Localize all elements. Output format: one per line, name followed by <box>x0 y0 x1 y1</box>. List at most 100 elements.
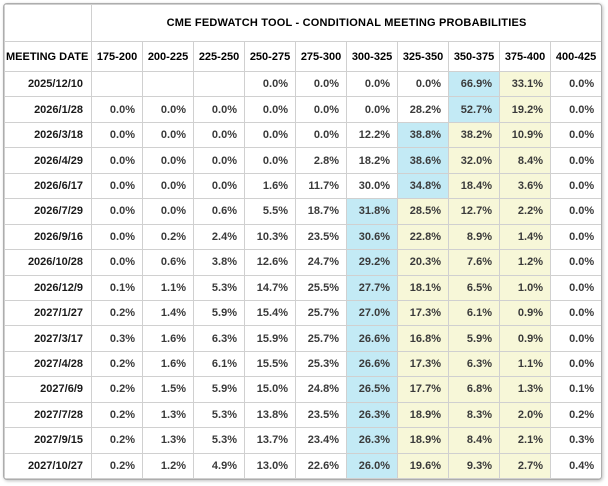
probability-cell: 66.9% <box>448 70 500 98</box>
probability-cell: 0.3% <box>549 427 601 454</box>
probability-cell: 5.3% <box>193 427 245 454</box>
probability-cell: 23.4% <box>295 427 347 454</box>
probability-cell: 5.3% <box>193 274 245 301</box>
probability-cell: 0.2% <box>549 401 601 429</box>
table-row: 2027/10/27 0.2% 1.2% 4.9% 13.0% 22.6% 26.0% 19.… <box>4 452 601 479</box>
meeting-date-cell: 2026/9/16 <box>4 223 92 251</box>
probability-cell: 0.2% <box>91 376 143 403</box>
rate-range-header: 325-350 <box>397 41 449 72</box>
probability-cell: 1.3% <box>142 427 194 454</box>
table-title: CME FEDWATCH TOOL - CONDITIONAL MEETING … <box>90 4 601 42</box>
table-row: 2027/7/28 0.2% 1.3% 5.3% 13.8% 23.5% 26.3% 18.9… <box>4 401 601 429</box>
probability-cell: 1.4% <box>499 223 551 251</box>
probability-cell: 5.3% <box>193 401 245 429</box>
probability-cell: 0.0% <box>549 198 601 225</box>
probability-cell: 13.8% <box>244 401 296 429</box>
probability-cell: 52.7% <box>448 96 500 123</box>
conditional-probabilities-table: CME FEDWATCH TOOL - CONDITIONAL MEETING … <box>4 4 601 479</box>
probability-cell: 23.5% <box>295 223 347 251</box>
rate-range-header: 250-275 <box>244 41 296 72</box>
meeting-date-cell: 2027/9/15 <box>4 427 92 454</box>
probability-cell: 0.0% <box>397 70 449 98</box>
probability-cell: 6.1% <box>448 299 500 327</box>
probability-cell: 0.0% <box>91 249 143 276</box>
probability-cell: 28.5% <box>397 198 449 225</box>
table-row: 2026/9/16 0.0% 0.2% 2.4% 10.3% 23.5% 30.6% 22.8… <box>4 223 601 251</box>
probability-cell: 18.7% <box>295 198 347 225</box>
probability-cell: 0.2% <box>91 401 143 429</box>
probability-cell <box>91 70 143 98</box>
probability-cell: 34.8% <box>397 172 449 200</box>
probability-cell: 0.0% <box>244 147 296 174</box>
probability-cell: 0.0% <box>244 96 296 123</box>
probability-cell: 0.0% <box>549 147 601 174</box>
table-row: 2027/3/17 0.3% 1.6% 6.3% 15.9% 25.7% 26.6% 16.8… <box>4 325 601 352</box>
probability-cell: 20.3% <box>397 249 449 276</box>
table-row: 2027/6/9 0.2% 1.5% 5.9% 15.0% 24.8% 26.5% 17.7%… <box>4 376 601 403</box>
probability-cell: 7.6% <box>448 249 500 276</box>
probability-cell: 18.1% <box>397 274 449 301</box>
probability-cell: 25.7% <box>295 299 347 327</box>
probability-cell: 11.7% <box>295 172 347 200</box>
probability-cell: 0.2% <box>91 427 143 454</box>
table-row: 2026/3/18 0.0% 0.0% 0.0% 0.0% 0.0% 12.2% 38.8% 3… <box>4 121 601 149</box>
probability-cell: 2.0% <box>499 401 551 429</box>
probability-cell: 0.0% <box>142 121 194 149</box>
meeting-date-cell: 2027/1/27 <box>4 299 92 327</box>
probability-cell: 0.0% <box>549 121 601 149</box>
probability-cell: 0.0% <box>91 223 143 251</box>
probability-cell: 8.3% <box>448 401 500 429</box>
probability-cell: 0.0% <box>346 96 398 123</box>
probability-cell: 2.8% <box>295 147 347 174</box>
probability-cell: 5.9% <box>193 299 245 327</box>
probability-cell: 6.3% <box>193 325 245 352</box>
meeting-date-cell: 2027/10/27 <box>4 452 92 479</box>
probability-cell: 26.5% <box>346 376 398 403</box>
probability-cell: 0.9% <box>499 299 551 327</box>
meeting-date-cell: 2026/1/28 <box>4 96 92 123</box>
table-row: 2026/6/17 0.0% 0.0% 0.0% 1.6% 11.7% 30.0% 34.8%… <box>4 172 601 200</box>
meeting-date-cell: 2026/4/29 <box>4 147 92 174</box>
probability-cell: 8.9% <box>448 223 500 251</box>
probability-cell: 0.0% <box>549 274 601 301</box>
probability-cell: 0.0% <box>244 70 296 98</box>
probability-cell: 0.0% <box>295 70 347 98</box>
meeting-date-cell: 2026/3/18 <box>4 121 92 149</box>
probability-cell: 0.0% <box>91 96 143 123</box>
probability-cell: 27.7% <box>346 274 398 301</box>
probability-cell: 15.9% <box>244 325 296 352</box>
table-row: 2026/1/28 0.0% 0.0% 0.0% 0.0% 0.0% 0.0% 28.2% 52… <box>4 96 601 123</box>
probability-cell: 18.9% <box>397 401 449 429</box>
probability-cell: 10.9% <box>499 121 551 149</box>
probability-cell: 0.0% <box>295 96 347 123</box>
probability-cell: 0.0% <box>244 121 296 149</box>
probability-cell: 2.1% <box>499 427 551 454</box>
probability-cell: 17.7% <box>397 376 449 403</box>
probability-cell: 32.0% <box>448 147 500 174</box>
rate-range-header: 300-325 <box>346 41 398 72</box>
probability-cell: 0.0% <box>91 172 143 200</box>
probability-cell: 1.3% <box>142 401 194 429</box>
probability-cell: 0.2% <box>142 223 194 251</box>
probability-cell: 22.6% <box>295 452 347 479</box>
probability-cell: 4.9% <box>193 452 245 479</box>
probability-cell: 26.3% <box>346 427 398 454</box>
table-row: 2027/9/15 0.2% 1.3% 5.3% 13.7% 23.4% 26.3% 18.9… <box>4 427 601 454</box>
probability-cell: 38.8% <box>397 121 449 149</box>
table-row: 2027/4/28 0.2% 1.6% 6.1% 15.5% 25.3% 26.6% 17.3… <box>4 350 601 378</box>
probability-cell: 24.7% <box>295 249 347 276</box>
probability-cell: 31.8% <box>346 198 398 225</box>
probability-cell: 28.2% <box>397 96 449 123</box>
fedwatch-probability-table: CME FEDWATCH TOOL - CONDITIONAL MEETING … <box>3 3 602 480</box>
table-row: 2026/7/29 0.0% 0.0% 0.6% 5.5% 18.7% 31.8% 28.5%… <box>4 198 601 225</box>
probability-cell: 0.2% <box>91 350 143 378</box>
title-row: CME FEDWATCH TOOL - CONDITIONAL MEETING … <box>4 4 601 42</box>
rate-range-header: 375-400 <box>499 41 551 72</box>
probability-cell: 17.3% <box>397 299 449 327</box>
probability-cell: 0.9% <box>499 325 551 352</box>
probability-cell: 0.4% <box>549 452 601 479</box>
probability-cell: 12.7% <box>448 198 500 225</box>
probability-cell: 12.2% <box>346 121 398 149</box>
probability-cell: 0.0% <box>549 70 601 98</box>
meeting-date-cell: 2026/7/29 <box>4 198 92 225</box>
